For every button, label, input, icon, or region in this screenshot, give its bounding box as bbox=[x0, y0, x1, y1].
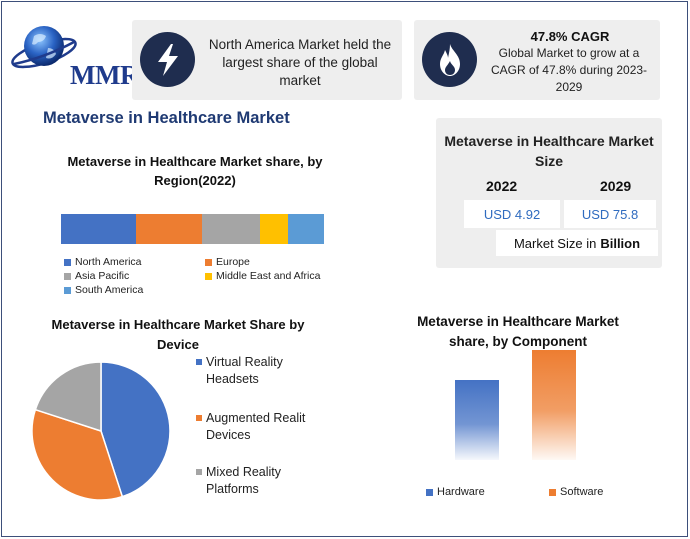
device-legend-item: Augmented Realit Devices bbox=[196, 410, 308, 444]
legend-swatch bbox=[205, 272, 212, 280]
cagr-text: Global Market to grow at a CAGR of 47.8%… bbox=[490, 46, 648, 94]
bar-hardware bbox=[455, 380, 499, 460]
year-2022-label: 2022 bbox=[486, 178, 518, 194]
legend-swatch bbox=[196, 469, 202, 475]
component-chart-title: Metaverse in Healthcare Market share, by… bbox=[417, 314, 619, 349]
legend-label: Augmented Realit bbox=[206, 411, 306, 425]
value-2029: USD 75.8 bbox=[564, 200, 656, 228]
legend-label: Middle East and Africa bbox=[216, 270, 321, 282]
pie-slice-augmented-reality-devices bbox=[31, 408, 124, 501]
region-segment-middle-east-and-africa bbox=[259, 214, 289, 244]
legend-label: Asia Pacific bbox=[75, 270, 130, 282]
legend-swatch bbox=[64, 258, 71, 266]
region-segment-north-america bbox=[61, 214, 136, 244]
bar-software bbox=[532, 350, 576, 460]
region-legend-item: Middle East and Africa bbox=[205, 270, 320, 282]
legend-label: South America bbox=[75, 284, 144, 296]
region-legend-item: Asia Pacific bbox=[64, 270, 129, 282]
logo-text: MMR bbox=[70, 60, 139, 90]
pie-slice-virtual-reality-headsets bbox=[100, 361, 171, 498]
component-legend-item: Software bbox=[549, 486, 603, 498]
lightning-badge bbox=[140, 32, 195, 87]
flame-icon bbox=[439, 43, 460, 76]
globe-icon bbox=[11, 26, 77, 69]
year-2029-label: 2029 bbox=[600, 178, 632, 194]
region-segment-asia-pacific bbox=[201, 214, 260, 244]
device-chart-title: Metaverse in Healthcare Market Share by … bbox=[51, 317, 305, 352]
legend-swatch bbox=[205, 258, 212, 266]
cagr-card: 47.8% CAGR Global Market to grow at a CA… bbox=[414, 20, 660, 100]
legend-label: Mixed Reality bbox=[206, 465, 282, 479]
device-legend-item: Virtual Reality Headsets bbox=[196, 354, 308, 388]
device-pie-chart bbox=[31, 361, 171, 501]
north-america-text: North America Market held the largest sh… bbox=[208, 37, 392, 88]
region-segment-south-america bbox=[288, 214, 324, 244]
north-america-card: North America Market held the largest sh… bbox=[132, 20, 402, 100]
legend-label: Headsets bbox=[206, 372, 259, 386]
legend-swatch bbox=[64, 286, 71, 294]
legend-swatch bbox=[196, 359, 202, 365]
legend-label: Platforms bbox=[206, 482, 259, 496]
legend-swatch bbox=[64, 272, 71, 280]
legend-label: Devices bbox=[206, 428, 251, 442]
region-stacked-bar bbox=[61, 214, 324, 244]
legend-swatch bbox=[426, 488, 433, 496]
legend-label: Software bbox=[560, 486, 604, 498]
legend-label: Virtual Reality bbox=[206, 355, 283, 369]
region-legend-item: South America bbox=[64, 284, 143, 296]
market-size-unit: Market Size in Billion bbox=[496, 230, 658, 256]
market-size-title: Metaverse in Healthcare Market Size bbox=[444, 133, 654, 169]
legend-label: North America bbox=[75, 256, 142, 268]
device-legend: Virtual Reality Headsets Augmented Realit D… bbox=[196, 354, 308, 496]
legend-label: Hardware bbox=[437, 486, 485, 498]
region-legend-item: Europe bbox=[205, 256, 250, 268]
legend-swatch bbox=[549, 488, 556, 496]
legend-swatch bbox=[196, 415, 202, 421]
value-2022: USD 4.92 bbox=[464, 200, 560, 228]
logo: MMR bbox=[8, 20, 139, 90]
unit-bold: Billion bbox=[600, 235, 641, 251]
region-legend-item: North America bbox=[64, 256, 142, 268]
pie-slice-mixed-reality-platforms bbox=[34, 361, 102, 433]
main-title: Metaverse in Healthcare Market bbox=[43, 109, 290, 127]
region-segment-europe bbox=[135, 214, 202, 244]
cagr-title: 47.8% CAGR bbox=[530, 29, 610, 44]
unit-prefix: Market Size in bbox=[513, 235, 597, 251]
lightning-icon bbox=[157, 43, 178, 76]
device-legend-item: Mixed Reality Platforms bbox=[196, 464, 308, 496]
component-legend-item: Hardware bbox=[426, 486, 485, 498]
flame-badge bbox=[422, 32, 477, 87]
legend-label: Europe bbox=[216, 256, 250, 268]
region-chart-title: Metaverse in Healthcare Market share, by… bbox=[67, 154, 323, 188]
market-size-card: Metaverse in Healthcare Market Size 2022… bbox=[436, 118, 662, 268]
component-bar-chart bbox=[455, 350, 576, 460]
